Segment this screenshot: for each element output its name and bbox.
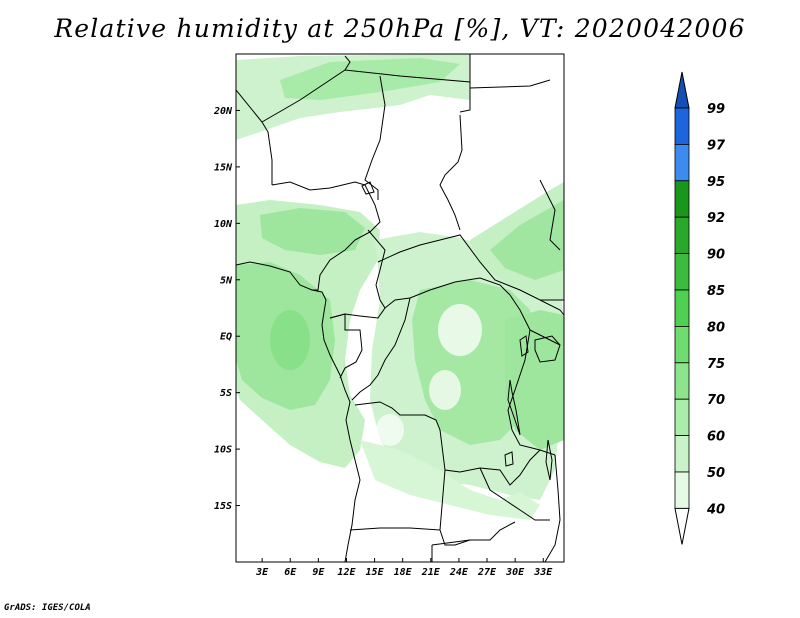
colorbar-bottom-arrow xyxy=(674,507,690,545)
lake-mweru xyxy=(504,451,514,467)
colorbar-swatch xyxy=(674,435,690,473)
lon-tick-label: 24E xyxy=(449,567,469,578)
border-congo-drc xyxy=(351,297,411,401)
humidity-area-great-lakes xyxy=(505,310,564,450)
border-libya-egypt xyxy=(459,54,551,113)
coastline-west-africa xyxy=(236,261,361,562)
colorbar-label: 90 xyxy=(707,248,725,263)
colorbar-swatch xyxy=(674,180,690,218)
lon-tick-label: 9E xyxy=(312,567,325,578)
humidity-shading xyxy=(236,54,564,520)
colorbar-label: 50 xyxy=(707,466,725,481)
colorbar-label: 99 xyxy=(707,102,725,117)
humidity-area-nw xyxy=(260,208,365,255)
lake-albert xyxy=(519,335,529,357)
colorbar-swatch xyxy=(674,289,690,327)
lake-malawi xyxy=(545,439,553,481)
lat-tick-label: 15N xyxy=(214,162,233,173)
humidity-area-south xyxy=(360,440,540,520)
colorbar-label: 40 xyxy=(706,502,725,517)
colorbar: 99 97 95 92 90 85 80 75 70 60 50 40 xyxy=(674,71,726,545)
border-niger-chad xyxy=(344,55,386,200)
lat-tick-label: 10S xyxy=(214,445,232,456)
border-car-south xyxy=(384,277,511,309)
lon-tick-label: 3E xyxy=(255,567,269,578)
map-title: Relative humidity at 250hPa [%], VT: 202… xyxy=(54,14,746,43)
colorbar-label: 70 xyxy=(707,393,725,408)
border-east xyxy=(507,294,556,456)
colorbar-label: 80 xyxy=(707,320,725,335)
lon-tick-label: 15E xyxy=(366,567,385,578)
colorbar-top-arrow xyxy=(674,71,690,109)
border-sudan-ethiopia xyxy=(539,179,561,251)
colorbar-swatch xyxy=(674,471,690,509)
lake-victoria xyxy=(534,335,561,363)
lat-tick-label: 15S xyxy=(214,501,232,512)
colorbar-swatch xyxy=(674,216,690,254)
border-zambia xyxy=(479,467,550,521)
longitude-axis: 3E 6E 9E 12E 15E 18E 21E 24E 27E 30E 33E xyxy=(255,558,553,578)
lon-tick-label: 33E xyxy=(533,567,553,578)
colorbar-swatch xyxy=(674,362,690,400)
lon-tick-label: 30E xyxy=(505,567,525,578)
colorbar-label: 97 xyxy=(707,138,726,153)
colorbar-swatch xyxy=(674,253,690,291)
humidity-spot xyxy=(376,414,404,446)
country-boundaries xyxy=(236,54,564,562)
lat-tick-label: 5N xyxy=(220,275,233,286)
colorbar-swatch xyxy=(674,143,690,182)
colorbar-label: 85 xyxy=(707,284,725,299)
colorbar-label: 92 xyxy=(707,211,725,226)
humidity-spot xyxy=(270,310,310,370)
lat-tick-label: EQ xyxy=(220,332,232,343)
humidity-area-north-core xyxy=(280,58,460,100)
humidity-area-east-core xyxy=(490,200,564,280)
border-chad-sudan xyxy=(439,114,463,231)
border-niger-nigeria xyxy=(271,181,381,241)
lat-tick-label: 5S xyxy=(220,388,232,399)
colorbar-label: 95 xyxy=(707,175,725,190)
latitude-axis: 20N 15N 10N 5N EQ 5S 10S 15S xyxy=(213,106,240,512)
border-sahara-2 xyxy=(236,89,273,185)
colorbar-swatch xyxy=(674,107,690,145)
humidity-spot xyxy=(429,370,461,410)
lakes xyxy=(361,181,561,481)
lon-tick-label: 18E xyxy=(394,567,413,578)
border-namibia xyxy=(431,521,516,562)
border-angola-south xyxy=(349,469,471,546)
map-frame xyxy=(235,53,565,563)
border-nigeria-cameroon xyxy=(312,239,356,291)
humidity-spot xyxy=(438,304,482,356)
border-gabon xyxy=(329,313,363,379)
lake-tanganyika xyxy=(507,379,521,436)
lon-tick-label: 6E xyxy=(284,567,297,578)
lon-tick-label: 21E xyxy=(421,567,441,578)
colorbar-label: 75 xyxy=(707,357,725,372)
lat-tick-label: 20N xyxy=(213,106,233,117)
lon-tick-label: 27E xyxy=(477,567,497,578)
border-chad-car xyxy=(377,234,564,301)
lat-tick-label: 10N xyxy=(214,219,233,230)
credit-text: GrADS: IGES/COLA xyxy=(4,603,91,613)
colorbar-swatch xyxy=(674,325,690,364)
colorbar-label: 60 xyxy=(707,430,725,445)
lon-tick-label: 12E xyxy=(337,567,356,578)
lake-chad xyxy=(361,181,375,195)
colorbar-swatch xyxy=(674,398,690,437)
